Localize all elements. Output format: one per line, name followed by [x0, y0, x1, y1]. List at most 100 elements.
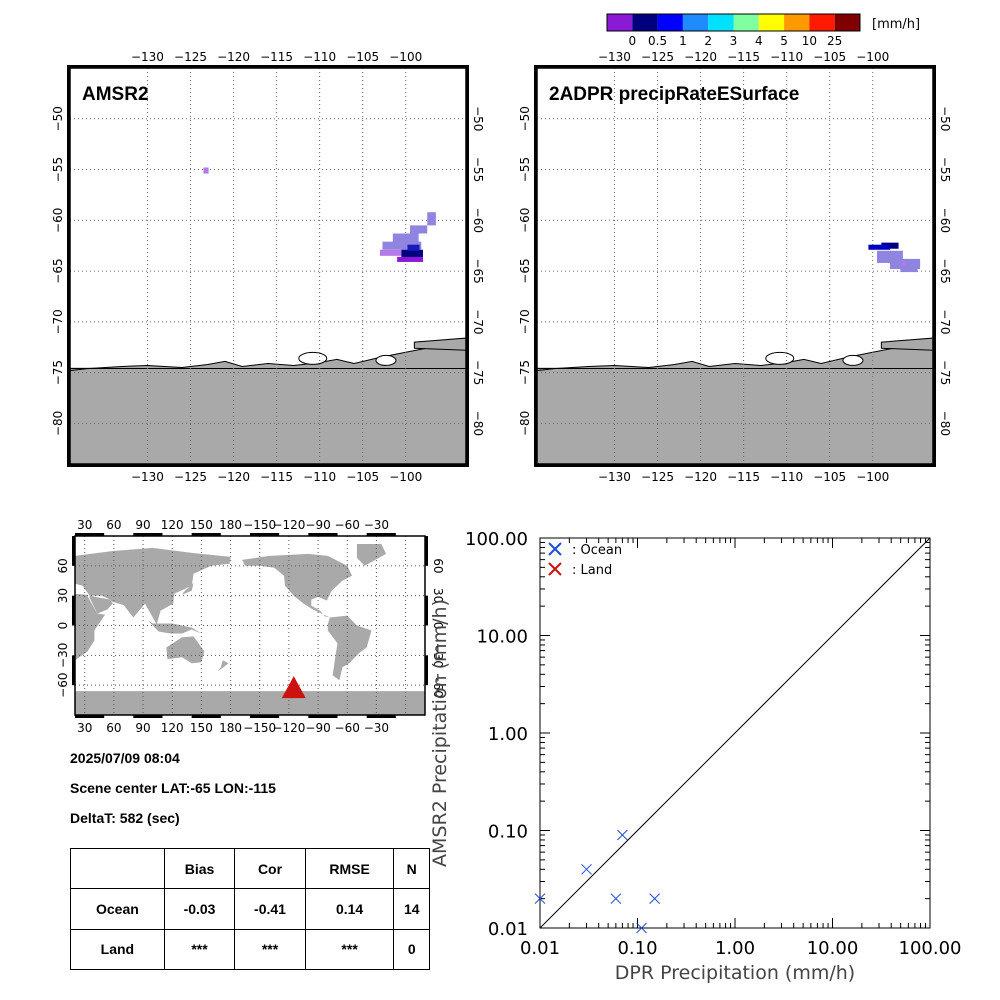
lat-tick-label: −50	[471, 106, 485, 131]
x-tick-label: 100.00	[899, 938, 962, 959]
globe-lat-tick: 0	[431, 622, 445, 630]
y-tick-label: 100.00	[465, 529, 528, 550]
lon-tick-label: −105	[346, 470, 379, 484]
globe-lon-tick: −60	[335, 721, 360, 735]
globe-lat-tick: 0	[56, 622, 70, 630]
coastline	[536, 345, 934, 372]
lon-tick-label: −110	[303, 470, 336, 484]
globe-edge	[191, 533, 221, 536]
globe-lon-tick: 30	[77, 518, 92, 532]
lat-tick-label: −80	[51, 411, 65, 436]
lat-tick-label: −70	[518, 309, 532, 334]
table-cell: 14	[393, 888, 430, 930]
map-edge	[70, 65, 466, 68]
globe-lon-tick: −150	[243, 518, 276, 532]
scatter-point	[610, 893, 622, 905]
one-to-one-line	[539, 537, 931, 929]
lat-tick-label: −70	[938, 309, 952, 334]
scene-center-marker	[281, 676, 306, 699]
lon-tick-label: −130	[598, 50, 631, 64]
lon-tick-label: −100	[856, 470, 889, 484]
globe-lon-tick: −30	[364, 721, 389, 735]
japan	[181, 582, 194, 595]
precip-cell	[203, 167, 209, 174]
x-axis-label: DPR Precipitation (mm/h)	[615, 962, 855, 984]
lat-tick-label: −60	[51, 208, 65, 233]
globe-lon-tick: 30	[77, 721, 92, 735]
colorbar-swatch	[758, 14, 785, 31]
globe-lon-tick: −120	[272, 721, 305, 735]
australia	[166, 636, 205, 664]
globe-edge	[72, 595, 75, 626]
precip-cell	[410, 225, 428, 234]
new-zealand	[217, 660, 229, 672]
lat-tick-label: −50	[938, 106, 952, 131]
south-america	[327, 615, 372, 681]
lon-tick-label: −125	[174, 50, 207, 64]
y-tick-label: 0.01	[488, 919, 528, 940]
globe-lon-tick: 150	[190, 721, 213, 735]
precip-cell	[401, 249, 423, 259]
lat-tick-label: −75	[471, 360, 485, 385]
lat-tick-label: −65	[938, 258, 952, 283]
precip-cell	[407, 244, 420, 251]
map-panel-amsr2: −130 −130 −125 −125 −120 −120 −115 −115 −110 −110…	[51, 50, 485, 484]
globe-lon-tick: −120	[272, 518, 305, 532]
lon-tick-label: −120	[217, 470, 250, 484]
colorbar-unit: [mm/h]	[872, 17, 920, 32]
table-cell: -0.03	[163, 888, 236, 930]
legend-marker	[548, 542, 562, 556]
lon-tick-label: −130	[598, 470, 631, 484]
lon-tick-label: −125	[641, 470, 674, 484]
y-tick-label: 0.10	[488, 822, 528, 843]
x-tick-label: 1.00	[715, 938, 755, 959]
lat-tick-label: −50	[518, 106, 532, 131]
stats-header-cell: RMSE	[304, 847, 395, 890]
stats-header-cell: Bias	[163, 847, 236, 890]
island	[298, 351, 328, 365]
lat-tick-label: −75	[938, 360, 952, 385]
arabia	[89, 595, 113, 614]
precip-cell	[382, 241, 422, 250]
lon-tick-label: −105	[813, 50, 846, 64]
globe-lon-tick: −90	[305, 721, 330, 735]
table-cell: Ocean	[70, 888, 165, 930]
precip-cell	[900, 263, 918, 273]
lat-tick-label: −60	[518, 208, 532, 233]
legend-label: : Ocean	[572, 543, 622, 558]
table-cell: Land	[70, 928, 165, 971]
globe-lon-tick: 60	[106, 721, 121, 735]
lon-tick-label: −115	[260, 50, 293, 64]
antarctica-land	[70, 367, 466, 464]
colorbar-label: 5	[780, 34, 788, 48]
x-tick-label: 0.01	[520, 938, 560, 959]
globe-edge	[366, 533, 396, 536]
lon-tick-label: −100	[856, 50, 889, 64]
x-tick-label: 0.10	[617, 938, 657, 959]
colorbar-swatch	[682, 14, 709, 31]
lat-tick-label: −75	[518, 360, 532, 385]
island	[375, 354, 397, 366]
lat-tick-label: −55	[471, 157, 485, 182]
globe-edge	[425, 595, 428, 626]
lat-tick-label: −65	[51, 258, 65, 283]
map-edge	[933, 65, 936, 467]
precip-cell	[881, 242, 899, 249]
globe-lon-tick: 150	[190, 518, 213, 532]
lat-tick-label: −70	[471, 309, 485, 334]
map-title: AMSR2	[82, 84, 149, 105]
map-edge	[537, 65, 933, 68]
lat-tick-label: −80	[938, 411, 952, 436]
lon-tick-label: −120	[217, 50, 250, 64]
globe-lat-tick: −60	[431, 673, 445, 698]
precip-cell	[392, 233, 419, 243]
lon-tick-label: −105	[813, 470, 846, 484]
scatter-point	[617, 829, 628, 841]
lat-tick-label: −55	[51, 157, 65, 182]
lon-tick-label: −110	[303, 50, 336, 64]
colorbar-swatch	[657, 14, 683, 31]
globe-lat-tick: −60	[56, 673, 70, 698]
lon-tick-label: −130	[131, 470, 164, 484]
colorbar-label: 4	[755, 34, 763, 48]
legend-label: : Land	[572, 563, 612, 578]
